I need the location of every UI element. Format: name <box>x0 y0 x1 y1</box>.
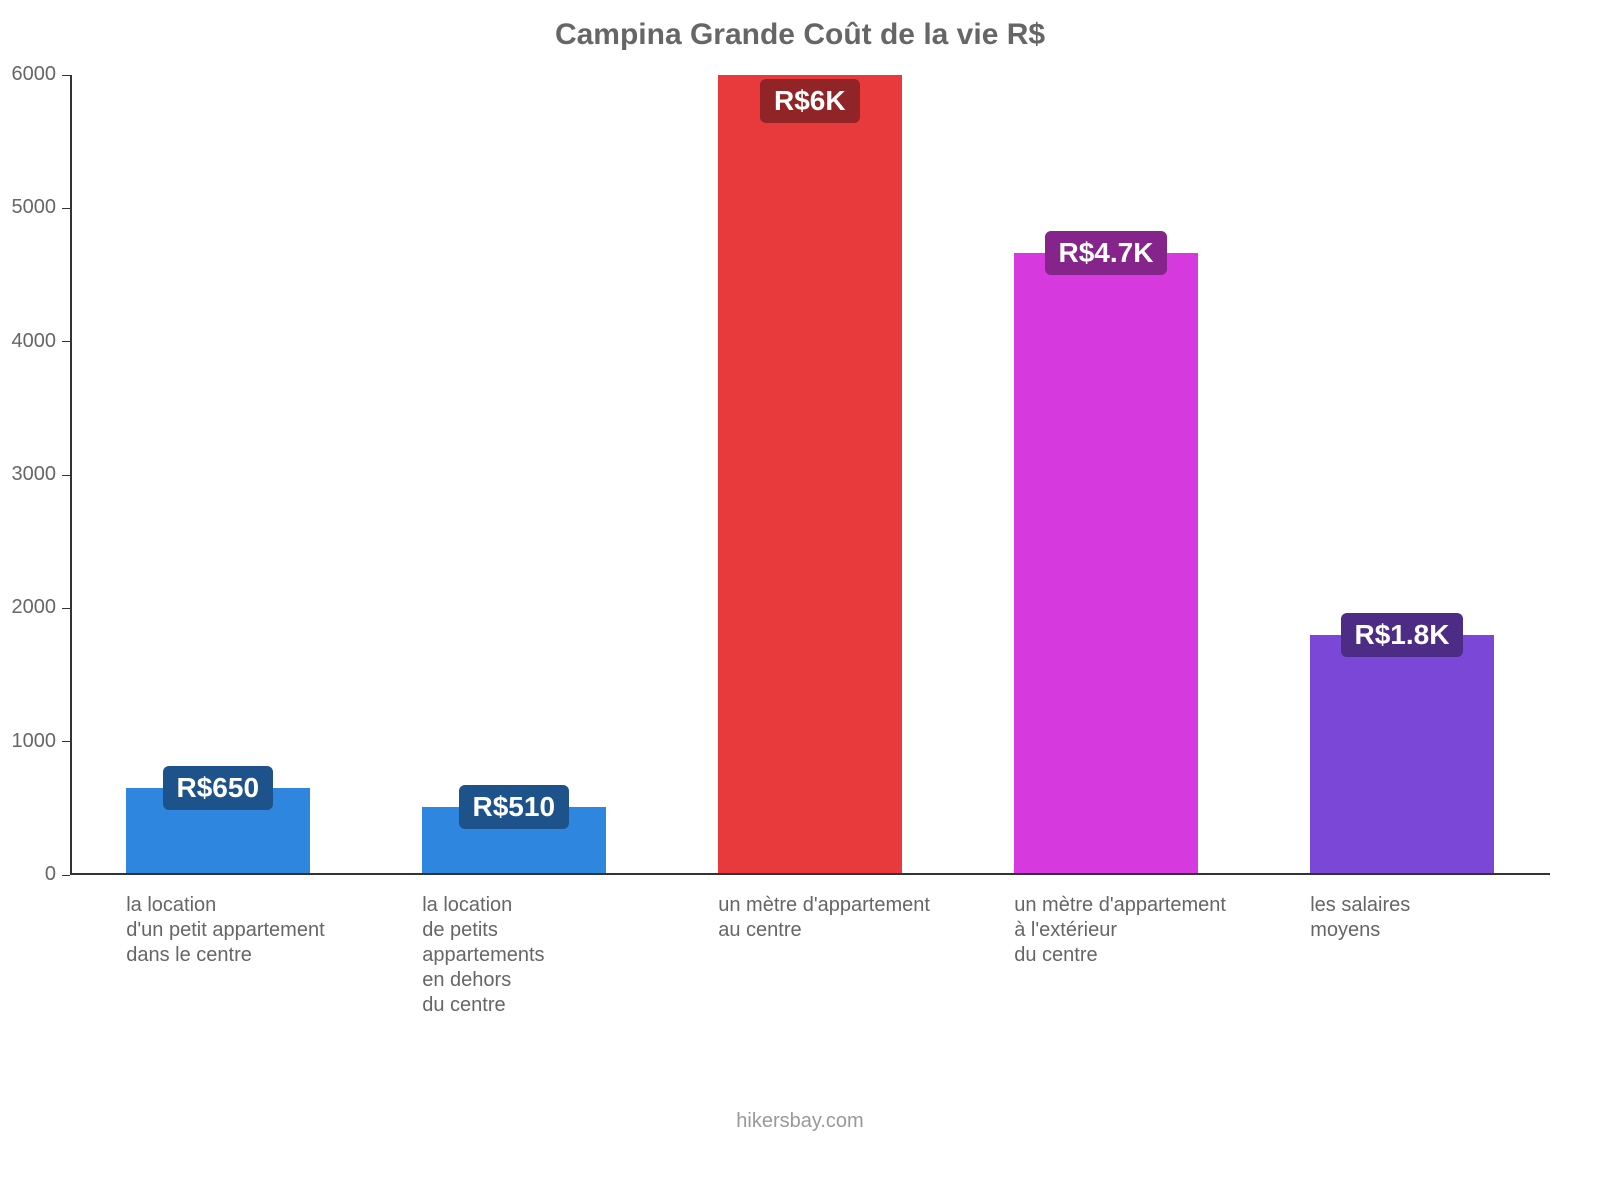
x-axis-line <box>70 873 1550 875</box>
bar <box>718 75 902 873</box>
x-category-label: la location de petits appartements en de… <box>422 893 703 1018</box>
bar-value-label: R$650 <box>163 766 274 810</box>
y-tick-label: 4000 <box>12 330 57 353</box>
chart-title: Campina Grande Coût de la vie R$ <box>0 18 1600 52</box>
x-category-label: les salaires moyens <box>1310 893 1591 943</box>
x-category-label: la location d'un petit appartement dans … <box>126 893 407 968</box>
y-tick-label: 6000 <box>12 63 57 86</box>
y-tick-mark <box>62 75 70 76</box>
x-category-label: un mètre d'appartement au centre <box>718 893 999 943</box>
y-tick-label: 1000 <box>12 730 57 753</box>
y-tick-label: 0 <box>45 863 56 886</box>
bar-value-label: R$1.8K <box>1341 613 1464 657</box>
y-tick-mark <box>62 741 70 742</box>
plot-area: 0100020003000400050006000R$650la locatio… <box>70 75 1550 875</box>
y-tick-mark <box>62 608 70 609</box>
y-tick-mark <box>62 875 70 876</box>
y-tick-mark <box>62 341 70 342</box>
bar-value-label: R$510 <box>459 785 570 829</box>
y-tick-label: 3000 <box>12 463 57 486</box>
bar-value-label: R$6K <box>760 79 860 123</box>
bar-value-label: R$4.7K <box>1045 231 1168 275</box>
y-tick-label: 5000 <box>12 196 57 219</box>
chart-container: Campina Grande Coût de la vie R$ 0100020… <box>0 0 1600 1200</box>
chart-footer: hikersbay.com <box>0 1110 1600 1133</box>
bar <box>1014 253 1198 873</box>
y-tick-label: 2000 <box>12 596 57 619</box>
y-tick-mark <box>62 475 70 476</box>
y-axis-line <box>70 75 72 875</box>
y-tick-mark <box>62 208 70 209</box>
x-category-label: un mètre d'appartement à l'extérieur du … <box>1014 893 1295 968</box>
bar <box>1310 635 1494 873</box>
